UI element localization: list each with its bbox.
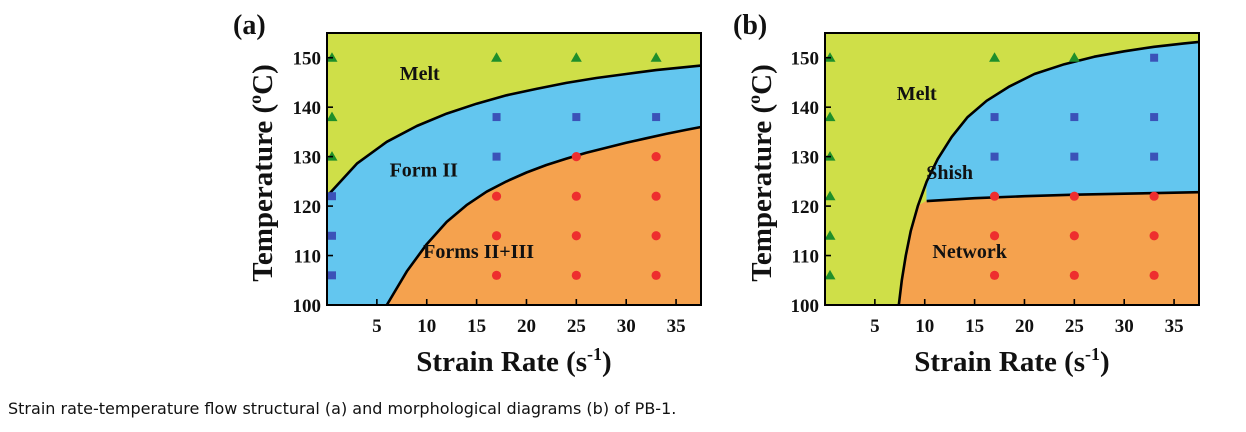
figure-caption: Strain rate-temperature flow structural … — [8, 399, 677, 418]
region-label: Network — [932, 241, 1007, 263]
triangle-marker — [824, 190, 836, 201]
x-tick-label: 10 — [915, 316, 934, 337]
region-label: Melt — [897, 83, 937, 105]
circle-marker — [1149, 231, 1159, 241]
x-tick-label: 30 — [617, 316, 636, 337]
triangle-marker — [326, 111, 338, 122]
square-marker — [327, 271, 336, 280]
y-tick-label: 150 — [293, 49, 322, 70]
x-tick-label: 10 — [417, 316, 436, 337]
x-tick-label: 5 — [870, 316, 880, 337]
y-tick-label: 130 — [791, 148, 820, 169]
triangle-marker — [824, 230, 836, 240]
circle-marker — [571, 191, 581, 201]
triangle-marker — [570, 52, 582, 62]
x-tick-label: 20 — [1015, 316, 1034, 337]
circle-marker — [571, 231, 581, 241]
x-axis-title: Strain Rate (s-1) — [416, 344, 611, 378]
square-marker — [492, 152, 501, 161]
triangle-marker — [989, 52, 1001, 62]
phase-boundary-1 — [385, 125, 702, 306]
circle-marker — [571, 152, 581, 162]
square-marker — [572, 113, 581, 122]
x-axis-title: Strain Rate (s-1) — [914, 344, 1109, 378]
circle-marker — [651, 152, 661, 162]
region-label: Form II — [390, 159, 459, 181]
y-tick-label: 100 — [293, 296, 322, 317]
x-tick-label: 35 — [1165, 316, 1184, 337]
phase-boundary-0 — [897, 40, 1200, 306]
square-marker — [1150, 53, 1159, 62]
triangle-marker — [650, 52, 662, 62]
y-tick-label: 120 — [293, 197, 322, 218]
y-axis-title: Temperature (oC) — [245, 64, 279, 282]
plot-frame — [326, 32, 702, 306]
panel-0: 5 10 15 20 25 30 35 100 110 120 130 140 150 Melt Form … — [233, 10, 702, 378]
x-tick-label: 15 — [467, 316, 486, 337]
y-tick-label: 110 — [294, 247, 321, 268]
triangle-marker — [1068, 52, 1080, 62]
circle-marker — [1149, 270, 1159, 280]
circle-marker — [491, 191, 502, 201]
y-tick-label: 100 — [791, 296, 820, 317]
region-label: Melt — [400, 63, 440, 85]
circle-marker — [989, 270, 1000, 280]
circle-marker — [571, 270, 581, 280]
y-tick-label: 130 — [293, 148, 322, 169]
circle-marker — [1069, 231, 1079, 241]
x-tick-label: 35 — [667, 316, 686, 337]
y-axis-title: Temperature (oC) — [744, 64, 778, 282]
square-marker — [990, 113, 999, 122]
square-marker — [990, 152, 999, 161]
circle-marker — [989, 191, 1000, 201]
region-label: Forms II+III — [423, 241, 534, 263]
triangle-marker — [491, 52, 503, 62]
circle-marker — [491, 270, 502, 280]
x-tick-label: 15 — [965, 316, 984, 337]
circle-marker — [651, 231, 661, 241]
phase-boundary-0 — [326, 64, 702, 198]
triangle-marker — [824, 269, 836, 280]
x-tick-label: 5 — [372, 316, 382, 337]
triangle-marker — [824, 111, 836, 122]
square-marker — [1150, 152, 1159, 161]
region-label: Shish — [926, 162, 973, 184]
circle-marker — [1149, 191, 1159, 201]
square-marker — [492, 113, 501, 122]
square-marker — [327, 231, 336, 240]
circle-marker — [1069, 191, 1079, 201]
circle-marker — [1069, 270, 1079, 280]
x-tick-label: 30 — [1115, 316, 1134, 337]
y-tick-label: 150 — [791, 49, 820, 70]
plot-frame — [824, 32, 1200, 306]
circle-marker — [651, 270, 661, 280]
circle-marker — [989, 231, 1000, 241]
y-tick-label: 140 — [791, 98, 820, 119]
y-tick-label: 140 — [293, 98, 322, 119]
panel-1: 5 10 15 20 25 30 35 100 110 120 130 140 150 Melt Shish… — [733, 10, 1200, 378]
y-tick-label: 110 — [792, 247, 819, 268]
square-marker — [1070, 113, 1079, 122]
panel-label: (b) — [733, 10, 767, 41]
square-marker — [1150, 113, 1159, 122]
x-tick-label: 20 — [517, 316, 536, 337]
x-tick-label: 25 — [567, 316, 586, 337]
y-tick-label: 120 — [791, 197, 820, 218]
circle-marker — [651, 191, 661, 201]
panel-label: (a) — [233, 10, 266, 41]
x-tick-label: 25 — [1065, 316, 1084, 337]
circle-marker — [491, 231, 502, 241]
square-marker — [327, 192, 336, 201]
square-marker — [652, 113, 661, 122]
square-marker — [1070, 152, 1079, 161]
figure: 5 10 15 20 25 30 35 100 110 120 130 140 150 Melt Form … — [233, 10, 1200, 378]
